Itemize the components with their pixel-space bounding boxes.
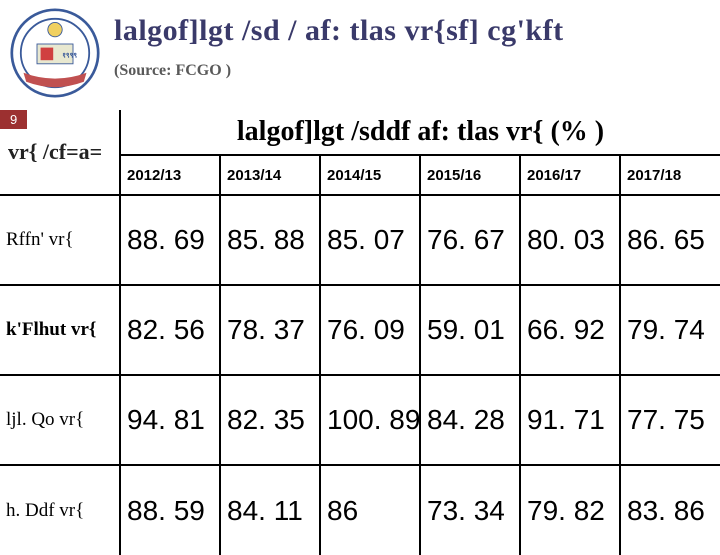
source-label: (Source: FCGO ) [114,62,564,80]
data-cell: 83. 86 [620,465,720,555]
data-cell: 76. 09 [320,285,420,375]
table-row: ljl. Qo vr{ 94. 81 82. 35 100. 89 84. 28… [0,375,720,465]
data-cell: 80. 03 [520,195,620,285]
year-header: 2016/17 [520,155,620,195]
year-header: 2012/13 [120,155,220,195]
data-cell: 85. 07 [320,195,420,285]
year-header: 2013/14 [220,155,320,195]
data-cell: 82. 56 [120,285,220,375]
data-cell: 85. 88 [220,195,320,285]
data-table: vr{ /cf=a= lalgof]lgt /sddf af: tlas vr{… [0,110,720,555]
data-cell: 88. 59 [120,465,220,555]
data-cell: 86. 65 [620,195,720,285]
table-banner: lalgof]lgt /sddf af: tlas vr{ (% ) [120,110,720,155]
data-cell: 66. 92 [520,285,620,375]
data-cell: 76. 67 [420,195,520,285]
data-cell: 82. 35 [220,375,320,465]
data-cell: 77. 75 [620,375,720,465]
data-cell: 79. 82 [520,465,620,555]
svg-text:१९९९: १९९९ [62,51,77,60]
year-header: 2015/16 [420,155,520,195]
data-cell: 91. 71 [520,375,620,465]
row-label: ljl. Qo vr{ [0,375,120,465]
data-cell: 94. 81 [120,375,220,465]
data-cell: 100. 89 [320,375,420,465]
data-cell: 78. 37 [220,285,320,375]
table-row: k'Flhut vr{ 82. 56 78. 37 76. 09 59. 01 … [0,285,720,375]
data-cell: 88. 69 [120,195,220,285]
row-label: Rffn' vr{ [0,195,120,285]
page-title: lalgof]lgt /sd / af: tlas vr{sf] cg'kft [114,14,564,48]
title-block: lalgof]lgt /sd / af: tlas vr{sf] cg'kft … [114,8,564,80]
data-cell: 86 [320,465,420,555]
table-row: Rffn' vr{ 88. 69 85. 88 85. 07 76. 67 80… [0,195,720,285]
data-cell: 59. 01 [420,285,520,375]
row-label: k'Flhut vr{ [0,285,120,375]
data-cell: 73. 34 [420,465,520,555]
year-header: 2017/18 [620,155,720,195]
row-label: h. Ddf vr{ [0,465,120,555]
data-cell: 84. 28 [420,375,520,465]
header: १९९९ lalgof]lgt /sd / af: tlas vr{sf] cg… [0,0,720,100]
data-cell: 84. 11 [220,465,320,555]
year-header: 2014/15 [320,155,420,195]
table-row: h. Ddf vr{ 88. 59 84. 11 86 73. 34 79. 8… [0,465,720,555]
data-table-container: vr{ /cf=a= lalgof]lgt /sddf af: tlas vr{… [0,110,720,555]
data-cell: 79. 74 [620,285,720,375]
table-header-row: vr{ /cf=a= lalgof]lgt /sddf af: tlas vr{… [0,110,720,155]
org-logo: १९९९ [10,8,100,98]
corner-label: vr{ /cf=a= [0,110,120,195]
